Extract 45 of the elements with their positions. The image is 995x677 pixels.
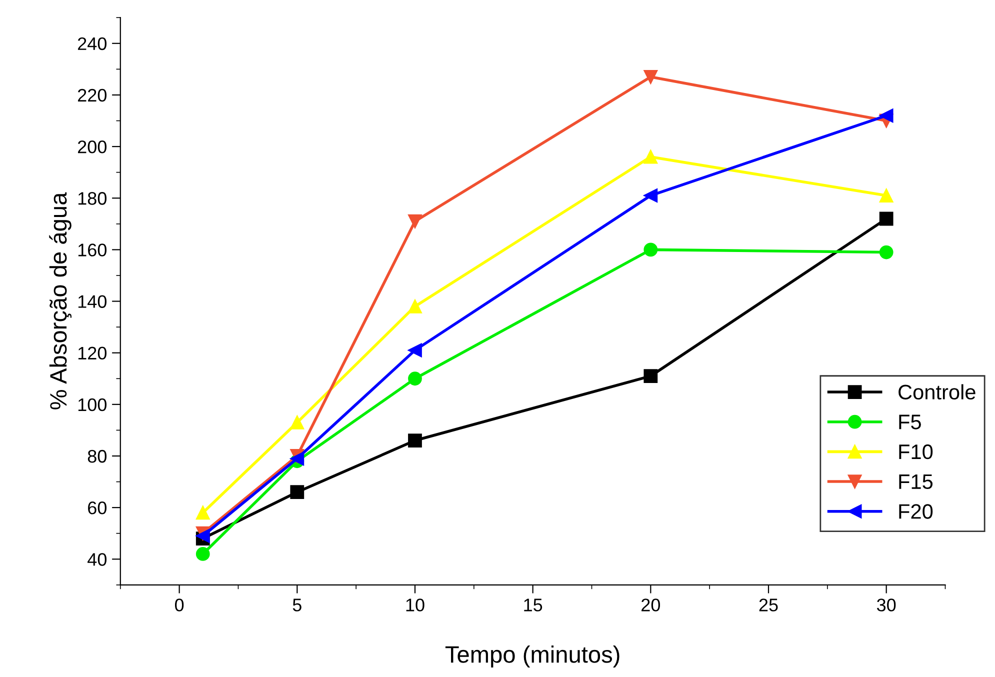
point (290, 416, 304, 430)
y-tick-label: 80 (88, 450, 106, 463)
y-tick-label: 220 (78, 88, 106, 102)
legend-label: Controle (898, 384, 976, 400)
y-tick-label: 160 (78, 244, 106, 256)
point (196, 506, 210, 520)
legend-label: F5 (899, 414, 921, 430)
point (408, 343, 422, 358)
point (408, 214, 422, 228)
y-tick-label: 60 (88, 502, 106, 514)
point (290, 485, 304, 500)
legend-label: F20 (899, 504, 933, 519)
point (196, 528, 210, 543)
x-tick-label: 30 (876, 598, 896, 612)
point (644, 150, 658, 164)
point (644, 188, 658, 202)
y-tick-label: 200 (78, 140, 106, 154)
point (879, 245, 894, 260)
y-tick-label: 40 (88, 553, 106, 566)
point (644, 369, 658, 383)
y-tick-label: 120 (78, 346, 106, 360)
point (408, 299, 422, 314)
y-tick-label: 180 (78, 192, 106, 205)
x-tick-label: 20 (642, 598, 660, 612)
y-axis-title: % Absorção de água (49, 192, 72, 410)
y-tick-label: 240 (78, 37, 106, 50)
legend-label: F10 (899, 444, 933, 460)
x-tick-label: 0 (175, 598, 184, 612)
x-axis-title: Tempo (minutos) (445, 646, 620, 668)
y-tick-label: 100 (78, 398, 106, 412)
point (290, 452, 304, 466)
legend-label: F15 (899, 474, 933, 490)
point (408, 434, 422, 448)
point (196, 547, 210, 561)
point (644, 242, 658, 257)
x-tick-label: 10 (406, 598, 424, 612)
y-tick-label: 140 (78, 295, 106, 308)
point (879, 188, 894, 202)
point (408, 372, 422, 386)
x-tick-label: 15 (524, 598, 542, 612)
point (644, 70, 658, 84)
x-tick-label: 5 (292, 598, 302, 612)
point (879, 212, 894, 226)
x-tick-label: 25 (759, 598, 778, 612)
point (879, 108, 894, 123)
